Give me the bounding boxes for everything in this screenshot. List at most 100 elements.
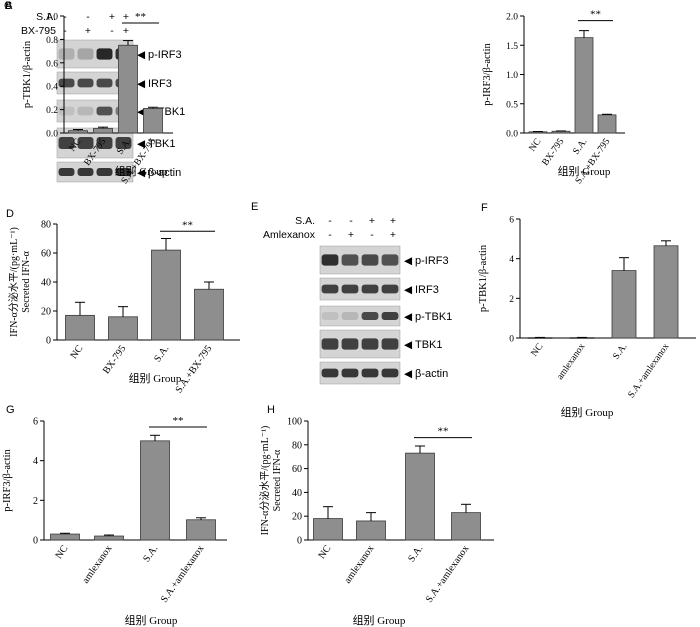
blot-e-band-arrow: ◀ [404, 368, 413, 380]
panel-h-y-tick-label: 100 [287, 417, 302, 428]
panel-h-y-tick-label: 40 [292, 488, 302, 499]
panel-f-y-axis-label: p-TBK1/β-actin [478, 244, 489, 312]
panel-d-bar [65, 314, 95, 341]
blot-e-blot-strip [319, 277, 401, 301]
blot-e-band [381, 254, 399, 266]
blot-a-blot-strip [56, 161, 134, 183]
panel-g-category-label: S.A.+amlexanox [159, 543, 207, 604]
blot-a-band [77, 106, 94, 116]
blot-e-treatment-label: S.A. [295, 215, 315, 227]
panel-c-bar [551, 130, 571, 134]
panel-h-category-label: amlexanox [342, 543, 376, 585]
blot-e-band [341, 254, 359, 266]
panel-g-y-tick-label: 2 [33, 496, 38, 507]
blot-a-panel-letter: A [5, 0, 13, 12]
blot-e-band [321, 338, 339, 350]
blot-e-band-label: p-TBK1 [415, 311, 452, 323]
blot-a-sign: - [63, 25, 67, 37]
panel-c-y-tick-label: 2.0 [506, 13, 518, 23]
blot-a-band [58, 168, 75, 176]
panel-d-x-axis-label: 组别 Group [129, 371, 182, 385]
panel-b-y-tick-label: 0.6 [46, 59, 58, 69]
blot-e-band [321, 254, 339, 266]
panel-g-bar [94, 535, 124, 541]
blot-e-band [381, 312, 399, 320]
panel-b-letter: B [5, 0, 12, 12]
blot-e-band-arrow: ◀ [404, 311, 413, 323]
panel-d-bar [108, 316, 138, 341]
panel-b-y-tick-label: 1.0 [46, 13, 58, 23]
panel-d-y-axis-label: IFN-α分泌水平/(pg·mL⁻¹) [7, 227, 20, 337]
chart-d: D 0 20 40 60 80 NC BX-795 S.A. S.A.+BX-795 IFN-α分泌… [6, 208, 240, 395]
panel-h-y-axis-label: IFN-α分泌水平/(pg·mL⁻¹) [258, 426, 271, 536]
panel-d-y-axis-label: Secreted IFN-α [21, 250, 32, 312]
panel-h-y-tick-label: 20 [292, 512, 302, 523]
blot-e-band [361, 284, 379, 294]
panel-b-significance-label: ** [135, 11, 146, 23]
panel-b-y-tick-label: 0.0 [46, 130, 58, 140]
panel-f-x-axis-label: 组别 Group [561, 405, 614, 419]
panel-c-significance-label: ** [590, 9, 601, 21]
panel-f-y-tick-label: 4 [509, 255, 514, 265]
panel-d-bar [194, 288, 224, 341]
panel-f-category-label: S.A.+amlexanox [627, 342, 672, 400]
blot-e-band [381, 338, 399, 350]
panel-b-bar [93, 127, 113, 134]
panel-f-y-tick-label: 2 [509, 295, 514, 305]
panel-c-y-tick-label: 0.0 [506, 130, 518, 140]
blot-e-band-label: TBK1 [415, 339, 443, 351]
panel-h-significance-label: ** [438, 426, 449, 438]
panel-h-bar [405, 452, 435, 541]
panel-b-y-tick-label: 0.4 [46, 83, 58, 93]
blot-e-band [381, 284, 399, 294]
blot-a-sign: - [63, 11, 67, 23]
panel-d-y-tick-label: 40 [41, 278, 51, 289]
panel-h-letter: H [267, 404, 275, 416]
panel-b-y-tick-label: 0.8 [46, 36, 58, 46]
panel-c-category-label: NC [528, 137, 544, 154]
panel-b-bar [68, 130, 88, 134]
panel-f-category-label: NC [530, 342, 546, 359]
blot-e-band [361, 312, 379, 320]
blot-a-band [96, 168, 113, 176]
panel-d-y-tick-label: 20 [41, 307, 51, 318]
blot-a-sign: + [123, 25, 129, 37]
blot-e-band [341, 368, 359, 378]
blot-e-sign: + [369, 215, 375, 227]
western-blot-e: ES.A. - - + +Amlexanox - + - +◀ p-IRF3◀ IRF3◀ p-TBK… [251, 201, 452, 385]
blot-a-band-label: IRF3 [148, 78, 172, 90]
panel-g-bar [186, 519, 216, 541]
panel-g-category-label: amlexanox [80, 543, 114, 585]
blot-a-band [96, 137, 113, 149]
panel-g-category-label: S.A. [141, 543, 160, 564]
panel-d-category-label: S.A.+BX-795 [174, 343, 215, 395]
chart-h: H 0 20 40 60 80 100 NC amlexanox S.A.S.A.+amlexan… [258, 404, 494, 627]
panel-h-y-axis-label: Secreted IFN-α [272, 449, 283, 511]
panel-f-category-label: amlexanox [555, 342, 587, 382]
panel-c-letter: C [4, 0, 12, 12]
panel-d-letter: D [6, 208, 14, 220]
blot-e-band-label: IRF3 [415, 284, 439, 296]
panel-g-category-label: NC [53, 543, 70, 561]
panel-c-bar [574, 37, 594, 134]
blot-a-band [58, 137, 75, 149]
blot-a-band-label: TBK1 [148, 138, 176, 150]
panel-f-bar [653, 245, 679, 339]
blot-a-band [115, 168, 132, 176]
panel-d-y-tick-label: 80 [41, 220, 51, 231]
blot-e-sign: + [390, 229, 396, 241]
panel-d-category-label: NC [68, 343, 85, 361]
blot-a-band [115, 137, 132, 149]
panel-c-category-label: BX-795 [541, 137, 567, 168]
blot-e-treatment-label: Amlexanox [263, 229, 316, 241]
blot-e-band [341, 338, 359, 350]
panel-h-bar [451, 512, 481, 541]
blot-a-band [77, 137, 94, 149]
panel-c-y-axis-label: p-IRF3/β-actin [482, 43, 493, 106]
panel-b-bar [118, 44, 138, 134]
panel-g-letter: G [6, 404, 15, 416]
blot-a-treatment-label: S.A. [36, 11, 56, 23]
blot-a-band [77, 78, 94, 88]
blot-e-band [381, 368, 399, 378]
